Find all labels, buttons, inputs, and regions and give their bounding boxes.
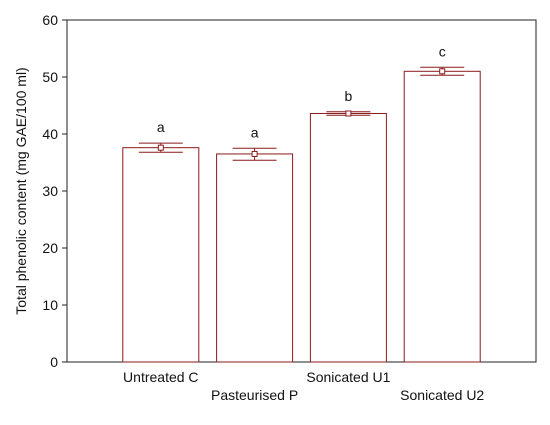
y-tick-label: 60 [42,12,58,28]
y-tick-label: 10 [42,297,58,313]
significance-letter: a [251,124,259,140]
x-tick-labels-group: Untreated C Pasteurised P Sonicated U1 Soni… [123,369,484,403]
bar [216,153,294,363]
x-tick-label: Sonicated U2 [400,387,484,403]
y-tick-label: 50 [42,69,58,85]
significance-letters-group: a a b c [157,43,446,140]
x-tick-label: Untreated C [123,369,198,385]
error-bars-group [138,66,465,161]
y-tick-label: 30 [42,183,58,199]
chart-axes: 0 10 20 30 40 50 60 [42,12,537,370]
bar [122,147,200,363]
mean-marker [157,144,164,151]
y-axis-label: Total phenolic content (mg GAE/100 ml) [13,67,29,314]
significance-letter: b [345,88,353,104]
bar [309,112,387,363]
significance-letter: a [157,119,165,135]
x-tick-label: Pasteurised P [211,387,298,403]
bars-group [122,70,481,363]
mean-marker [439,68,446,75]
y-tick-label: 0 [50,354,58,370]
significance-letter: c [439,43,446,59]
x-tick-label: Sonicated U1 [306,369,390,385]
mean-marker [251,150,258,157]
bar [403,70,481,363]
y-tick-label: 20 [42,240,58,256]
mean-marker [345,110,352,117]
y-tick-label: 40 [42,126,58,142]
